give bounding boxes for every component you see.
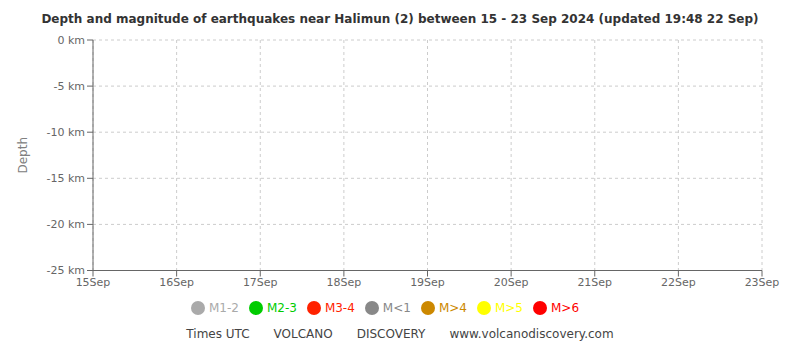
svg-text:22Sep: 22Sep: [661, 276, 696, 289]
svg-text:20Sep: 20Sep: [494, 276, 529, 289]
svg-text:-25 km: -25 km: [46, 264, 85, 277]
svg-text:23Sep: 23Sep: [745, 276, 780, 289]
svg-text:18Sep: 18Sep: [327, 276, 362, 289]
svg-text:16Sep: 16Sep: [159, 276, 194, 289]
html-text:M1-2: M1-2: [209, 300, 239, 315]
svg-text:-10 km: -10 km: [46, 126, 85, 139]
svg-text:-20 km: -20 km: [46, 218, 85, 231]
html-text:M2-3: M2-3: [266, 300, 297, 315]
svg-text:15Sep: 15Sep: [76, 276, 111, 289]
html-text:M>4: M>4: [438, 300, 467, 315]
html-text:DISCOVERY: DISCOVERY: [356, 327, 426, 341]
html-text:Depth and magnitude of earthqu: Depth and magnitude of earthquakes near …: [41, 12, 759, 26]
svg-text:17Sep: 17Sep: [243, 276, 278, 289]
svg-text:-5 km: -5 km: [53, 80, 85, 93]
html-text:Times UTC: Times UTC: [186, 327, 250, 341]
svg-text:0 km: 0 km: [57, 34, 85, 47]
svg-text:Depth: Depth: [16, 137, 30, 174]
html-text:M>6: M>6: [551, 300, 579, 315]
svg-text:-15 km: -15 km: [46, 172, 85, 185]
svg-text:21Sep: 21Sep: [577, 276, 612, 289]
html-text:M3-4: M3-4: [324, 300, 355, 315]
svg-text:19Sep: 19Sep: [410, 276, 445, 289]
html-text:www.volcanodiscovery.com: www.volcanodiscovery.com: [449, 327, 614, 341]
html-text:M>5: M>5: [494, 300, 523, 315]
html-text:M<1: M<1: [382, 300, 411, 315]
html-text:VOLCANO: VOLCANO: [273, 327, 333, 341]
